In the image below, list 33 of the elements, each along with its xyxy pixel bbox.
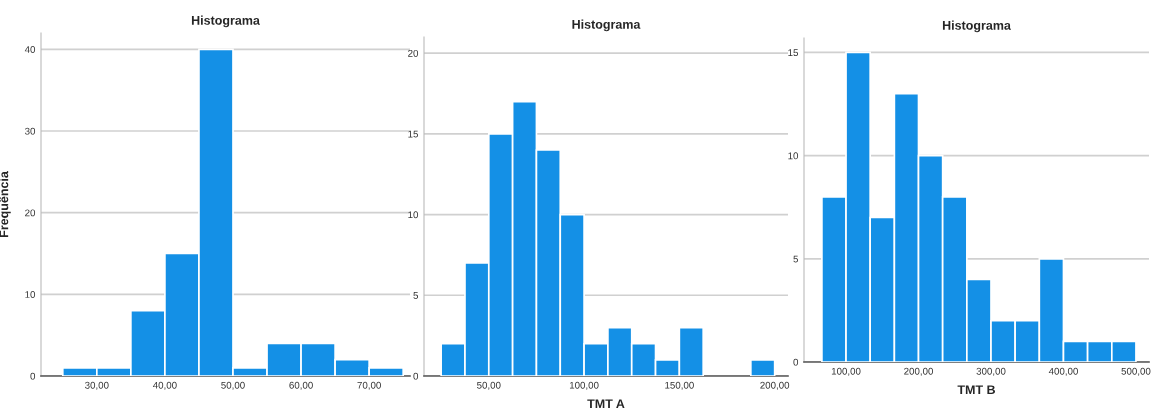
x-tick-label: 40,00 [152,381,177,390]
x-tick-label: 300,00 [976,367,1006,376]
y-tick-label: 15 [788,49,799,57]
y-tick-label: 20 [25,209,36,217]
chart-title: Histograma [191,15,260,28]
x-tick-label: 100,00 [831,367,861,376]
x-tick-label: 30,00 [85,381,109,390]
y-tick-label: 10 [788,152,799,160]
y-tick-label: 40 [24,46,36,53]
x-tick-label: 60,00 [289,381,313,390]
x-tick-label: 200,00 [904,367,934,376]
x-tick-label: 50,00 [221,381,245,390]
x-axis-title: TMT A [587,399,625,409]
x-tick-label: 50,00 [477,381,501,390]
x-tick-label: 500,00 [1121,367,1151,376]
x-tick-label: 200,00 [760,381,790,390]
y-tick-label: 0 [30,372,36,380]
y-tick-label: 20 [408,49,419,57]
y-tick-label: 15 [408,130,419,138]
x-tick-label: 70,00 [357,381,381,390]
chart-title: Histograma [572,19,641,32]
y-tick-label: 0 [793,358,799,366]
y-tick-label: 5 [413,292,419,299]
y-tick-label: 10 [408,211,419,219]
y-tick-label: 10 [25,291,36,298]
x-axis-title: TMT B [957,385,996,395]
chart-title: Histograma [942,20,1011,33]
y-tick-label: 5 [793,255,799,263]
y-tick-label: 0 [413,372,419,380]
x-tick-label: 100,00 [569,381,599,390]
y-tick-label: 30 [25,127,36,135]
x-tick-label: 150,00 [665,381,694,390]
x-tick-label: 400,00 [1048,367,1078,376]
